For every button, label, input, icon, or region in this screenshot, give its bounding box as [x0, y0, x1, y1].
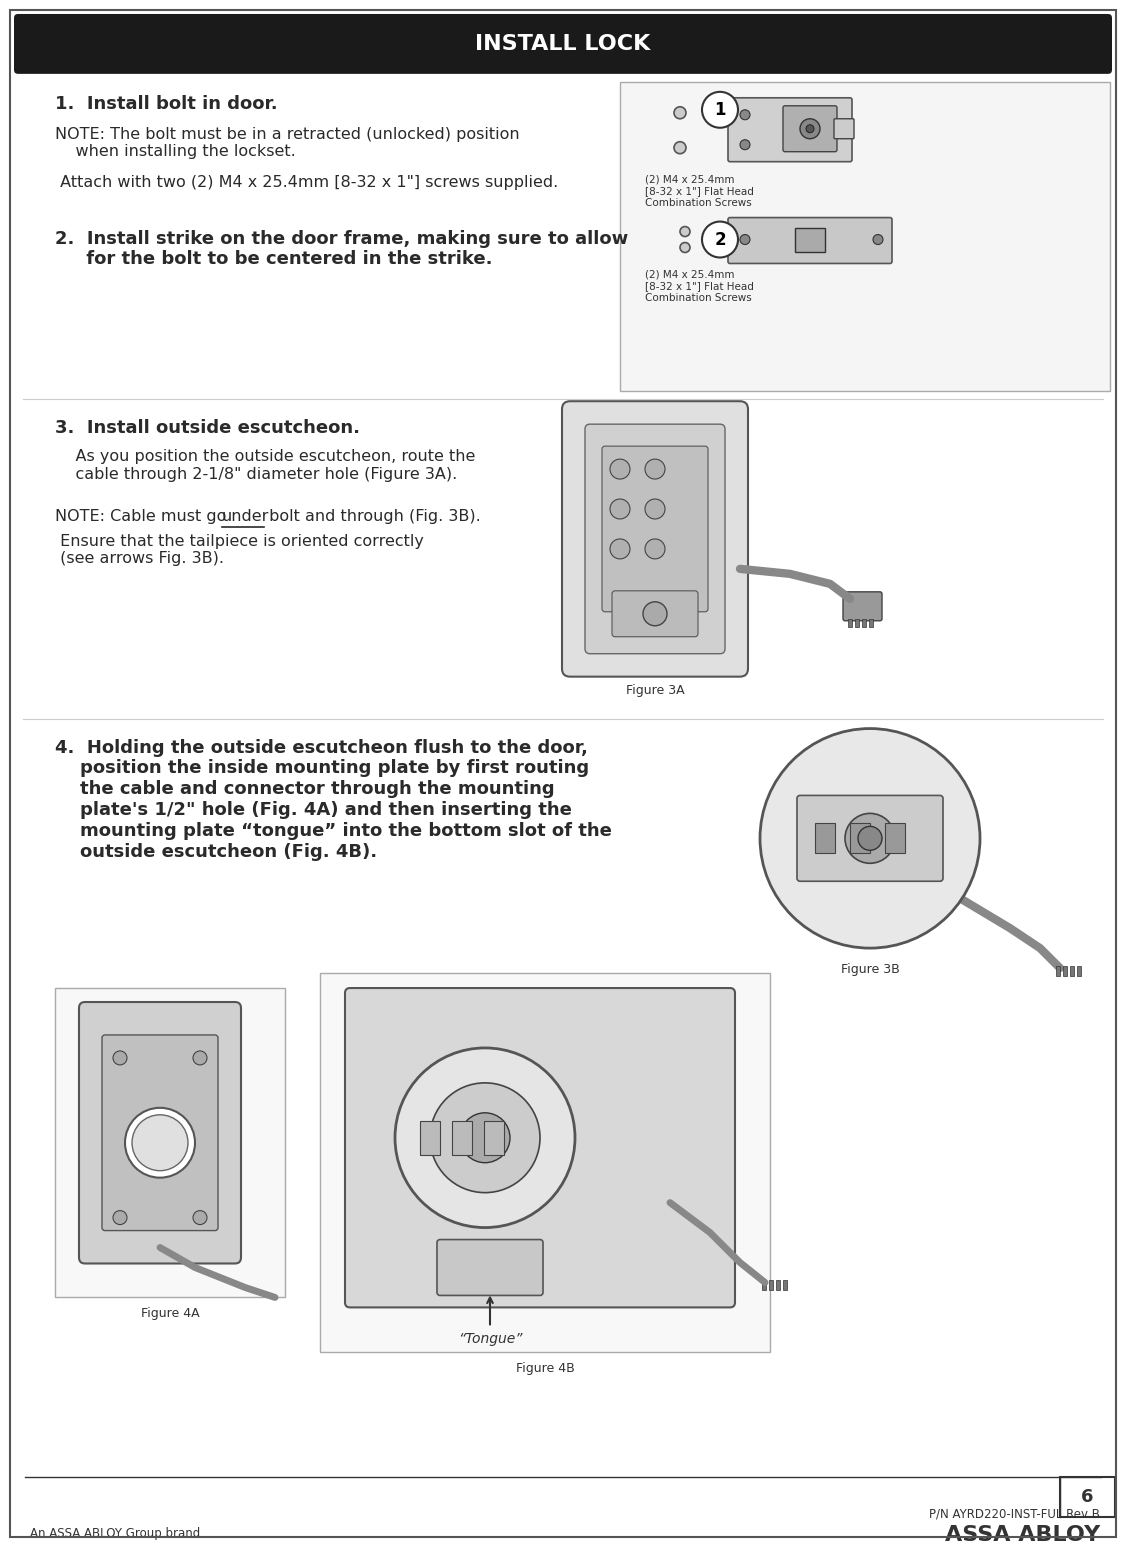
- Text: “Tongue”: “Tongue”: [458, 1333, 522, 1347]
- FancyBboxPatch shape: [613, 591, 698, 637]
- Text: INSTALL LOCK: INSTALL LOCK: [475, 34, 651, 54]
- Text: Figure 3A: Figure 3A: [626, 684, 685, 696]
- Circle shape: [740, 110, 750, 119]
- Text: An ASSA ABLOY Group brand: An ASSA ABLOY Group brand: [30, 1527, 200, 1541]
- FancyBboxPatch shape: [345, 987, 735, 1307]
- Circle shape: [873, 234, 883, 245]
- Bar: [869, 618, 873, 626]
- Text: As you position the outside escutcheon, route the
    cable through 2-1/8" diame: As you position the outside escutcheon, …: [55, 449, 475, 482]
- Bar: [863, 618, 866, 626]
- Text: Ensure that the tailpiece is oriented correctly
 (see arrows Fig. 3B).: Ensure that the tailpiece is oriented co…: [55, 533, 423, 566]
- Circle shape: [430, 1083, 540, 1192]
- Text: P/N AYRD220-INST-FUL Rev B: P/N AYRD220-INST-FUL Rev B: [929, 1507, 1100, 1521]
- Circle shape: [610, 539, 631, 560]
- Bar: [885, 823, 905, 854]
- Bar: [1056, 966, 1060, 976]
- Circle shape: [760, 728, 980, 949]
- Bar: [620, 82, 1110, 391]
- Circle shape: [806, 124, 814, 133]
- Bar: [769, 1280, 774, 1291]
- Circle shape: [680, 242, 690, 253]
- FancyBboxPatch shape: [437, 1240, 543, 1296]
- Bar: [783, 1280, 787, 1291]
- Circle shape: [610, 459, 631, 479]
- Text: 3.  Install outside escutcheon.: 3. Install outside escutcheon.: [55, 418, 360, 437]
- Text: Figure 4A: Figure 4A: [141, 1307, 199, 1321]
- Bar: [848, 618, 852, 626]
- FancyBboxPatch shape: [602, 446, 708, 612]
- FancyBboxPatch shape: [797, 795, 942, 882]
- Circle shape: [643, 601, 667, 626]
- Text: NOTE: Cable must go: NOTE: Cable must go: [55, 508, 232, 524]
- Circle shape: [858, 826, 882, 851]
- Circle shape: [193, 1051, 207, 1065]
- Circle shape: [610, 499, 631, 519]
- Circle shape: [645, 499, 665, 519]
- Bar: [1060, 1477, 1115, 1517]
- Bar: [762, 1280, 766, 1291]
- Bar: [452, 1121, 472, 1155]
- Circle shape: [461, 1113, 510, 1162]
- Text: ASSA ABLOY: ASSA ABLOY: [945, 1525, 1100, 1545]
- Circle shape: [844, 814, 895, 863]
- Bar: [815, 823, 835, 854]
- FancyBboxPatch shape: [843, 592, 882, 620]
- Text: under: under: [222, 508, 269, 524]
- Bar: [1076, 966, 1081, 976]
- Circle shape: [132, 1114, 188, 1170]
- Bar: [484, 1121, 504, 1155]
- FancyBboxPatch shape: [783, 105, 837, 152]
- Text: 1: 1: [714, 101, 726, 119]
- Text: 2: 2: [714, 231, 726, 248]
- Circle shape: [125, 1108, 195, 1178]
- FancyBboxPatch shape: [729, 217, 892, 264]
- Bar: [1070, 966, 1074, 976]
- FancyBboxPatch shape: [834, 119, 854, 140]
- FancyBboxPatch shape: [586, 425, 725, 654]
- Bar: [320, 973, 770, 1352]
- Circle shape: [799, 119, 820, 140]
- Circle shape: [674, 141, 686, 153]
- Text: 1.  Install bolt in door.: 1. Install bolt in door.: [55, 95, 278, 113]
- FancyBboxPatch shape: [79, 1001, 241, 1263]
- Circle shape: [113, 1211, 127, 1224]
- Bar: [776, 1280, 780, 1291]
- Text: (2) M4 x 25.4mm
[8-32 x 1"] Flat Head
Combination Screws: (2) M4 x 25.4mm [8-32 x 1"] Flat Head Co…: [645, 175, 754, 208]
- Circle shape: [680, 226, 690, 237]
- Circle shape: [674, 107, 686, 119]
- Bar: [420, 1121, 440, 1155]
- Bar: [795, 228, 825, 251]
- FancyBboxPatch shape: [102, 1035, 218, 1231]
- FancyBboxPatch shape: [729, 98, 852, 161]
- Circle shape: [645, 539, 665, 560]
- Text: (2) M4 x 25.4mm
[8-32 x 1"] Flat Head
Combination Screws: (2) M4 x 25.4mm [8-32 x 1"] Flat Head Co…: [645, 270, 754, 302]
- Text: NOTE: The bolt must be in a retracted (unlocked) position
    when installing th: NOTE: The bolt must be in a retracted (u…: [55, 127, 519, 160]
- Text: 6: 6: [1081, 1488, 1093, 1507]
- Circle shape: [701, 91, 738, 127]
- Bar: [1063, 966, 1067, 976]
- Bar: [850, 823, 870, 854]
- Text: Attach with two (2) M4 x 25.4mm [8-32 x 1"] screws supplied.: Attach with two (2) M4 x 25.4mm [8-32 x …: [55, 175, 558, 189]
- Circle shape: [740, 234, 750, 245]
- Text: 2.  Install strike on the door frame, making sure to allow
     for the bolt to : 2. Install strike on the door frame, mak…: [55, 229, 628, 268]
- Bar: [55, 987, 285, 1297]
- Bar: [855, 618, 859, 626]
- Circle shape: [113, 1051, 127, 1065]
- Text: Figure 3B: Figure 3B: [841, 963, 900, 976]
- FancyBboxPatch shape: [14, 14, 1112, 74]
- Circle shape: [395, 1048, 575, 1228]
- Text: bolt and through (Fig. 3B).: bolt and through (Fig. 3B).: [263, 508, 481, 524]
- FancyBboxPatch shape: [562, 401, 748, 677]
- Text: Figure 4B: Figure 4B: [516, 1362, 574, 1375]
- Circle shape: [645, 459, 665, 479]
- Circle shape: [740, 140, 750, 150]
- Text: 4.  Holding the outside escutcheon flush to the door,
    position the inside mo: 4. Holding the outside escutcheon flush …: [55, 738, 611, 860]
- Circle shape: [193, 1211, 207, 1224]
- Circle shape: [701, 222, 738, 257]
